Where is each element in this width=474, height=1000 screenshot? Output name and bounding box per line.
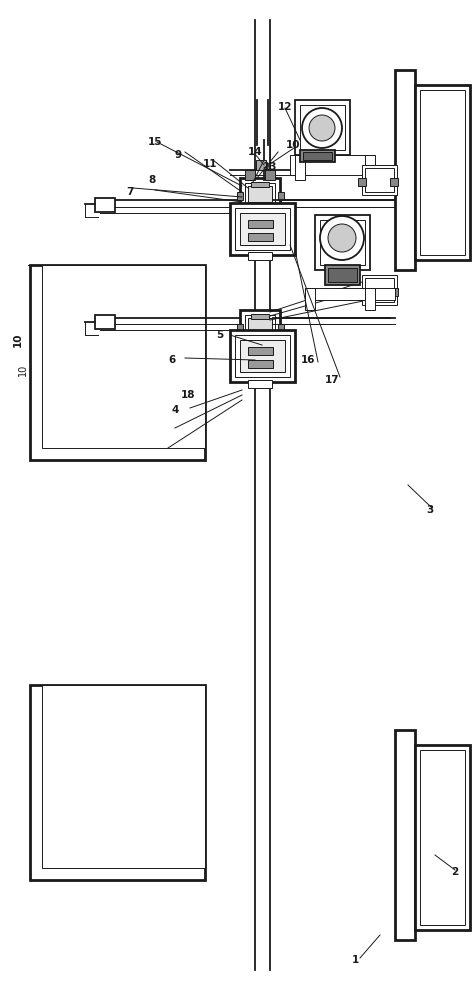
Bar <box>248 233 273 241</box>
Bar <box>315 215 370 270</box>
Bar <box>365 155 375 180</box>
Bar <box>300 105 345 150</box>
Bar <box>42 265 205 448</box>
Bar <box>230 330 295 382</box>
Bar <box>390 288 398 296</box>
Bar <box>95 198 115 212</box>
Bar <box>278 192 284 200</box>
Bar <box>365 278 394 302</box>
Bar <box>362 165 397 195</box>
Text: 18: 18 <box>181 390 195 400</box>
Bar <box>240 340 285 372</box>
Bar <box>248 380 272 388</box>
Text: 5: 5 <box>216 330 224 340</box>
Bar <box>251 182 269 187</box>
Bar <box>235 208 290 250</box>
Text: 15: 15 <box>148 137 162 147</box>
Bar <box>230 203 295 255</box>
Bar <box>395 70 415 270</box>
Bar <box>295 155 305 180</box>
Bar <box>303 152 332 160</box>
Bar <box>278 324 284 332</box>
Bar <box>390 178 398 186</box>
Bar <box>42 685 205 868</box>
Circle shape <box>302 108 342 148</box>
Bar <box>365 168 394 192</box>
Bar <box>265 170 275 180</box>
Text: 6: 6 <box>168 355 176 365</box>
Bar <box>320 220 365 265</box>
Bar <box>30 685 205 880</box>
Bar <box>248 360 273 368</box>
Bar <box>95 315 115 329</box>
Text: 12: 12 <box>278 102 292 112</box>
Bar <box>30 265 205 460</box>
Bar <box>235 335 290 377</box>
Text: 7: 7 <box>126 187 134 197</box>
Bar <box>240 178 280 210</box>
Bar <box>248 186 272 202</box>
Bar <box>251 203 269 208</box>
Bar <box>362 275 397 305</box>
Text: 10: 10 <box>13 333 23 347</box>
Text: 10: 10 <box>286 140 300 150</box>
Bar <box>420 750 465 925</box>
Bar <box>248 318 272 334</box>
Bar <box>305 288 315 310</box>
Bar <box>415 745 470 930</box>
Bar <box>240 310 280 342</box>
Bar <box>237 324 243 332</box>
Text: 9: 9 <box>174 150 182 160</box>
Bar <box>395 730 415 940</box>
Circle shape <box>328 224 356 252</box>
Bar <box>325 265 360 285</box>
Text: 1: 1 <box>351 955 359 965</box>
Text: 3: 3 <box>427 505 434 515</box>
Text: 17: 17 <box>325 375 339 385</box>
Text: 8: 8 <box>148 175 155 185</box>
Bar <box>415 85 470 260</box>
Bar <box>248 347 273 355</box>
Circle shape <box>320 216 364 260</box>
Bar <box>240 213 285 245</box>
Bar <box>295 100 350 155</box>
Bar <box>245 183 275 205</box>
Text: 11: 11 <box>203 159 217 169</box>
Bar <box>328 268 357 282</box>
Text: 14: 14 <box>248 147 262 157</box>
Bar <box>245 170 255 180</box>
Bar <box>251 335 269 340</box>
Text: 10: 10 <box>18 364 28 376</box>
Bar <box>358 178 366 186</box>
Bar <box>305 288 395 300</box>
Bar <box>365 288 375 310</box>
Bar <box>248 252 272 260</box>
Text: 13: 13 <box>263 162 277 172</box>
Text: 4: 4 <box>171 405 179 415</box>
Text: 16: 16 <box>301 355 315 365</box>
Bar <box>358 288 366 296</box>
Bar <box>251 314 269 319</box>
Bar <box>256 160 266 170</box>
Bar <box>245 315 275 337</box>
Bar <box>420 90 465 255</box>
Bar <box>237 192 243 200</box>
Bar <box>248 220 273 228</box>
Bar <box>300 150 335 162</box>
Circle shape <box>309 115 335 141</box>
Bar <box>290 155 370 175</box>
Text: 2: 2 <box>451 867 459 877</box>
